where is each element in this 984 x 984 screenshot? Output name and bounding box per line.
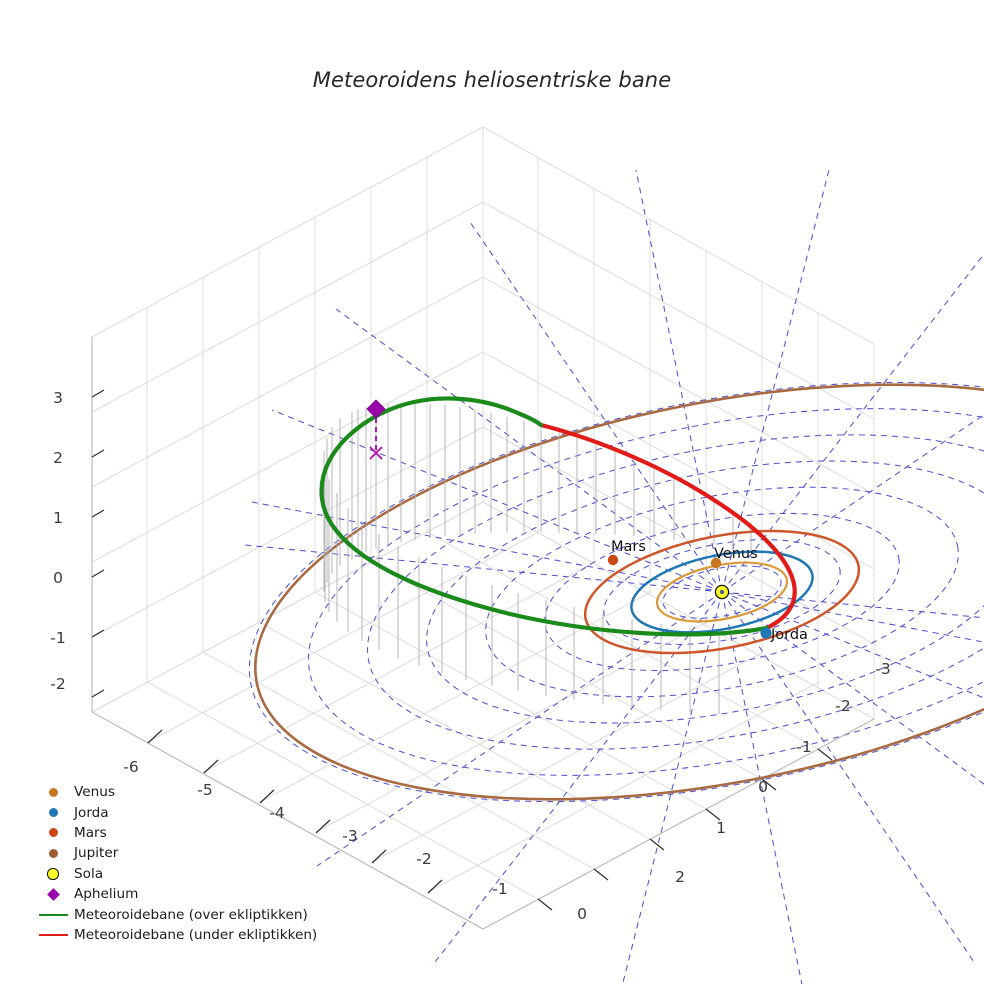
- legend-item-orbit-over[interactable]: Meteoroidebane (over ekliptikken): [33, 904, 333, 924]
- label-jorda: Jorda: [770, 627, 808, 643]
- body-text-labels: Mars Venus Jorda: [611, 539, 808, 643]
- label-mars: Mars: [611, 539, 646, 555]
- z-tick-labels: 3 2 1 0 -1 -2: [50, 389, 65, 693]
- legend-item-orbit-under[interactable]: Meteoroidebane (under ekliptikken): [33, 925, 333, 945]
- y-tick-2: -1: [796, 738, 811, 756]
- page-title: Meteoroidens heliosentriske bane: [312, 68, 672, 92]
- legend-label-aphelium: Aphelium: [74, 886, 139, 903]
- marker-jorda: [760, 627, 772, 639]
- orbit-meteoroid-under: [538, 422, 797, 631]
- legend-label-jorda: Jorda: [74, 804, 109, 821]
- legend-item-venus[interactable]: Venus: [33, 782, 333, 802]
- x-tick-4: -2: [416, 850, 431, 868]
- y-tick-labels: -3 -2 -1 0 1 2: [675, 660, 891, 886]
- axis-ticks: [91, 389, 833, 911]
- y-tick-3: 0: [758, 778, 768, 796]
- axis-spines: [91, 337, 875, 930]
- orbit-mars: [583, 529, 861, 655]
- y-tick-4: 1: [716, 819, 726, 837]
- x-tick-0: -6: [123, 758, 138, 776]
- legend-label-orbit-under: Meteoroidebane (under ekliptikken): [74, 926, 318, 943]
- mars-dot-icon: [33, 828, 73, 838]
- sola-dot-icon: [33, 868, 73, 880]
- y-tick-0: -3: [875, 660, 890, 678]
- label-venus: Venus: [714, 546, 758, 562]
- legend-label-jupiter: Jupiter: [74, 845, 119, 862]
- legend: Venus Jorda Mars Jupiter Sola: [33, 782, 333, 945]
- pane-grid-back: [91, 126, 484, 713]
- legend-label-mars: Mars: [74, 824, 107, 841]
- z-tick-5: -2: [50, 675, 65, 693]
- marker-sola-core: [719, 589, 725, 595]
- aphelium-ecliptic-cross-icon: [369, 446, 383, 460]
- aphelium-diamond-icon: [366, 399, 386, 419]
- x-tick-2: -4: [269, 804, 284, 822]
- legend-item-aphelium[interactable]: Aphelium: [33, 884, 333, 904]
- legend-item-sola[interactable]: Sola: [33, 864, 333, 884]
- red-line-swatch-icon: [33, 933, 73, 936]
- x-tick-3: -3: [342, 827, 357, 845]
- aphelium-diamond-legend-icon: [33, 887, 73, 901]
- venus-dot-icon: [33, 787, 73, 797]
- aphelium-group: [366, 399, 386, 460]
- legend-label-venus: Venus: [74, 784, 115, 801]
- z-tick-4: -1: [50, 629, 65, 647]
- x-tick-6: 0: [577, 905, 587, 923]
- legend-item-jupiter[interactable]: Jupiter: [33, 843, 333, 863]
- legend-label-sola: Sola: [74, 865, 104, 882]
- z-tick-0: 3: [53, 389, 63, 407]
- y-tick-1: -2: [835, 697, 850, 715]
- legend-item-mars[interactable]: Mars: [33, 823, 333, 843]
- legend-label-orbit-over: Meteoroidebane (over ekliptikken): [74, 906, 308, 923]
- marker-mars: [607, 554, 619, 566]
- marker-venus: [710, 557, 722, 569]
- jupiter-dot-icon: [33, 848, 73, 858]
- orbit-jorda: [630, 550, 814, 634]
- orbit-jupiter: [253, 383, 984, 801]
- legend-item-jorda[interactable]: Jorda: [33, 802, 333, 822]
- body-markers: [607, 554, 772, 639]
- jorda-dot-icon: [33, 808, 73, 818]
- orbit-drop-lines: [323, 403, 752, 714]
- x-tick-5: -1: [492, 880, 507, 898]
- z-tick-2: 1: [53, 509, 63, 527]
- orbit-meteoroid-over: [319, 396, 770, 637]
- y-tick-5: 2: [675, 868, 685, 886]
- z-tick-3: 0: [53, 569, 63, 587]
- green-line-swatch-icon: [33, 913, 73, 916]
- x-tick-1: -5: [197, 781, 212, 799]
- x-tick-labels: -6 -5 -4 -3 -2 -1 0: [123, 758, 587, 923]
- z-tick-1: 2: [53, 449, 63, 467]
